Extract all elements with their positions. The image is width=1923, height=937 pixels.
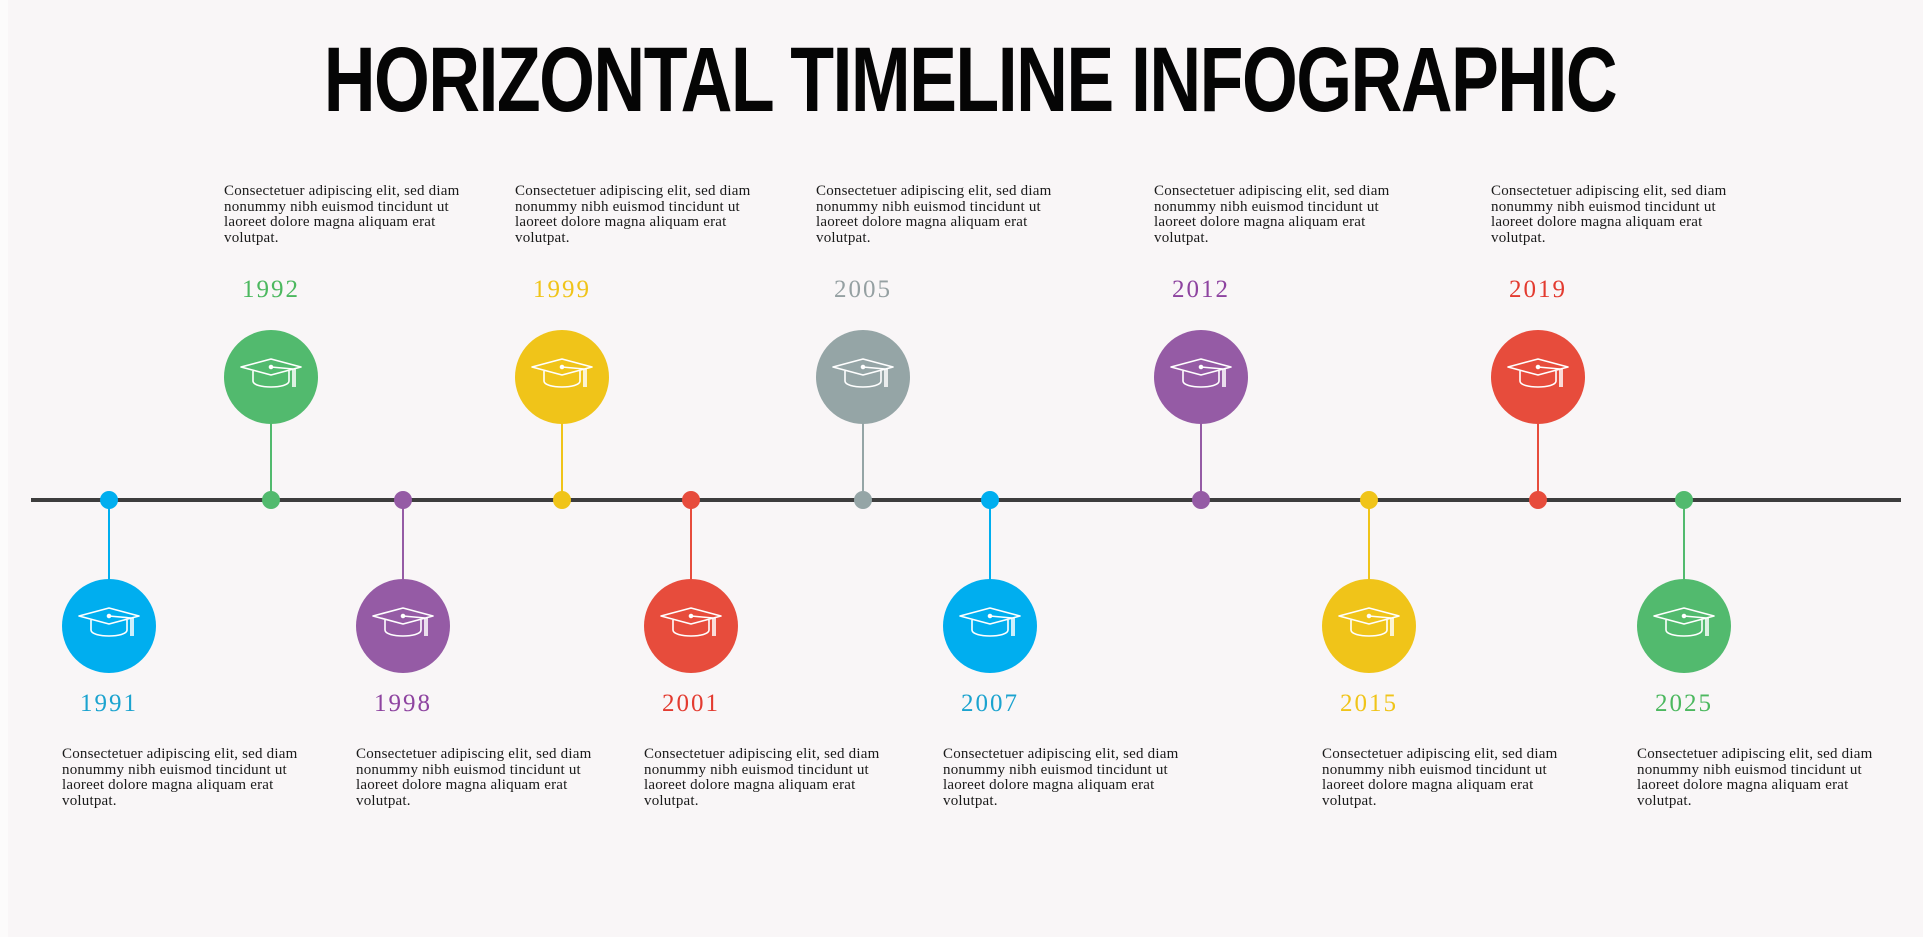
timeline-dot xyxy=(394,491,412,509)
graduation-cap-icon xyxy=(958,604,1022,649)
graduation-cap-icon xyxy=(77,604,141,649)
event-year: 2007 xyxy=(961,690,1019,717)
event-description: Consectetuer adipiscing elit, sed diam n… xyxy=(1637,746,1873,809)
page-title: HORIZONTAL TIMELINE INFOGRAPHIC xyxy=(323,29,1618,131)
event-circle xyxy=(356,579,450,673)
timeline-dot xyxy=(854,491,872,509)
graduation-cap-icon xyxy=(1337,604,1401,649)
graduation-cap-icon xyxy=(371,604,435,649)
left-edge xyxy=(0,0,8,937)
event-description: Consectetuer adipiscing elit, sed diam n… xyxy=(1491,183,1727,246)
event-description: Consectetuer adipiscing elit, sed diam n… xyxy=(1322,746,1558,809)
graduation-cap-icon xyxy=(239,355,303,400)
timeline-axis xyxy=(31,498,1901,502)
graduation-cap-icon xyxy=(659,604,723,649)
event-year: 1999 xyxy=(533,276,591,303)
event-year: 2025 xyxy=(1655,690,1713,717)
event-circle xyxy=(515,330,609,424)
event-description: Consectetuer adipiscing elit, sed diam n… xyxy=(224,183,460,246)
event-circle xyxy=(1154,330,1248,424)
event-description: Consectetuer adipiscing elit, sed diam n… xyxy=(644,746,880,809)
connector-line xyxy=(402,500,404,586)
connector-line xyxy=(1200,417,1202,500)
graduation-cap-icon xyxy=(1506,355,1570,400)
event-description: Consectetuer adipiscing elit, sed diam n… xyxy=(816,183,1052,246)
connector-line xyxy=(561,417,563,500)
connector-line xyxy=(1683,500,1685,586)
graduation-cap-icon xyxy=(1169,355,1233,400)
event-description: Consectetuer adipiscing elit, sed diam n… xyxy=(356,746,592,809)
event-circle xyxy=(644,579,738,673)
connector-line xyxy=(989,500,991,586)
graduation-cap-icon xyxy=(530,355,594,400)
timeline-dot xyxy=(1675,491,1693,509)
event-description: Consectetuer adipiscing elit, sed diam n… xyxy=(62,746,298,809)
graduation-cap-icon xyxy=(1652,604,1716,649)
event-description: Consectetuer adipiscing elit, sed diam n… xyxy=(515,183,751,246)
event-circle xyxy=(1322,579,1416,673)
timeline-dot xyxy=(1360,491,1378,509)
event-year: 1991 xyxy=(80,690,138,717)
event-year: 1992 xyxy=(242,276,300,303)
timeline-dot xyxy=(682,491,700,509)
event-circle xyxy=(1491,330,1585,424)
event-circle xyxy=(62,579,156,673)
event-year: 1998 xyxy=(374,690,432,717)
event-description: Consectetuer adipiscing elit, sed diam n… xyxy=(943,746,1179,809)
event-year: 2012 xyxy=(1172,276,1230,303)
connector-line xyxy=(1537,417,1539,500)
graduation-cap-icon xyxy=(831,355,895,400)
connector-line xyxy=(862,417,864,500)
timeline-dot xyxy=(1529,491,1547,509)
event-circle xyxy=(224,330,318,424)
timeline-dot xyxy=(262,491,280,509)
event-year: 2001 xyxy=(662,690,720,717)
event-circle xyxy=(1637,579,1731,673)
event-circle xyxy=(816,330,910,424)
timeline-dot xyxy=(553,491,571,509)
event-year: 2019 xyxy=(1509,276,1567,303)
timeline-dot xyxy=(1192,491,1210,509)
connector-line xyxy=(108,500,110,586)
connector-line xyxy=(1368,500,1370,586)
event-circle xyxy=(943,579,1037,673)
timeline-dot xyxy=(100,491,118,509)
event-year: 2005 xyxy=(834,276,892,303)
event-description: Consectetuer adipiscing elit, sed diam n… xyxy=(1154,183,1390,246)
connector-line xyxy=(270,417,272,500)
event-year: 2015 xyxy=(1340,690,1398,717)
connector-line xyxy=(690,500,692,586)
timeline-dot xyxy=(981,491,999,509)
